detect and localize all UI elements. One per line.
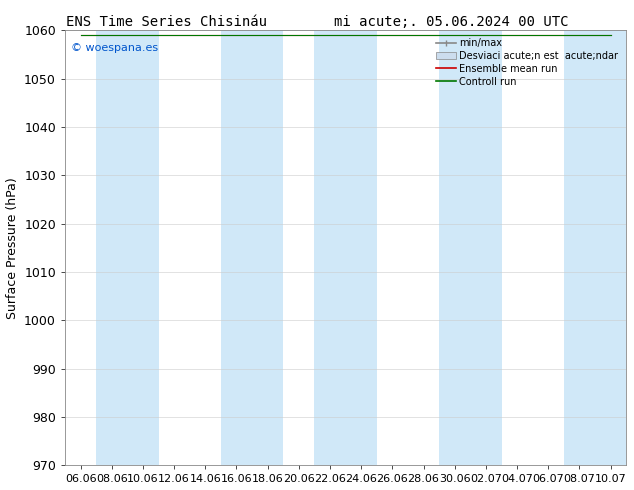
Text: ENS Time Series Chisináu        mi acute;. 05.06.2024 00 UTC: ENS Time Series Chisináu mi acute;. 05.0… (66, 15, 568, 29)
Bar (314, 30, 346, 465)
Y-axis label: Surface Pressure (hPa): Surface Pressure (hPa) (6, 177, 18, 318)
Legend: min/max, Desviaci acute;n est  acute;ndar, Ensemble mean run, Controll run: min/max, Desviaci acute;n est acute;ndar… (433, 35, 621, 90)
Bar (595, 30, 626, 465)
Bar (470, 30, 501, 465)
Bar (252, 30, 283, 465)
Bar (96, 30, 127, 465)
Bar (439, 30, 470, 465)
Bar (221, 30, 252, 465)
Text: © woespana.es: © woespana.es (70, 43, 158, 53)
Bar (564, 30, 595, 465)
Bar (346, 30, 377, 465)
Bar (127, 30, 158, 465)
